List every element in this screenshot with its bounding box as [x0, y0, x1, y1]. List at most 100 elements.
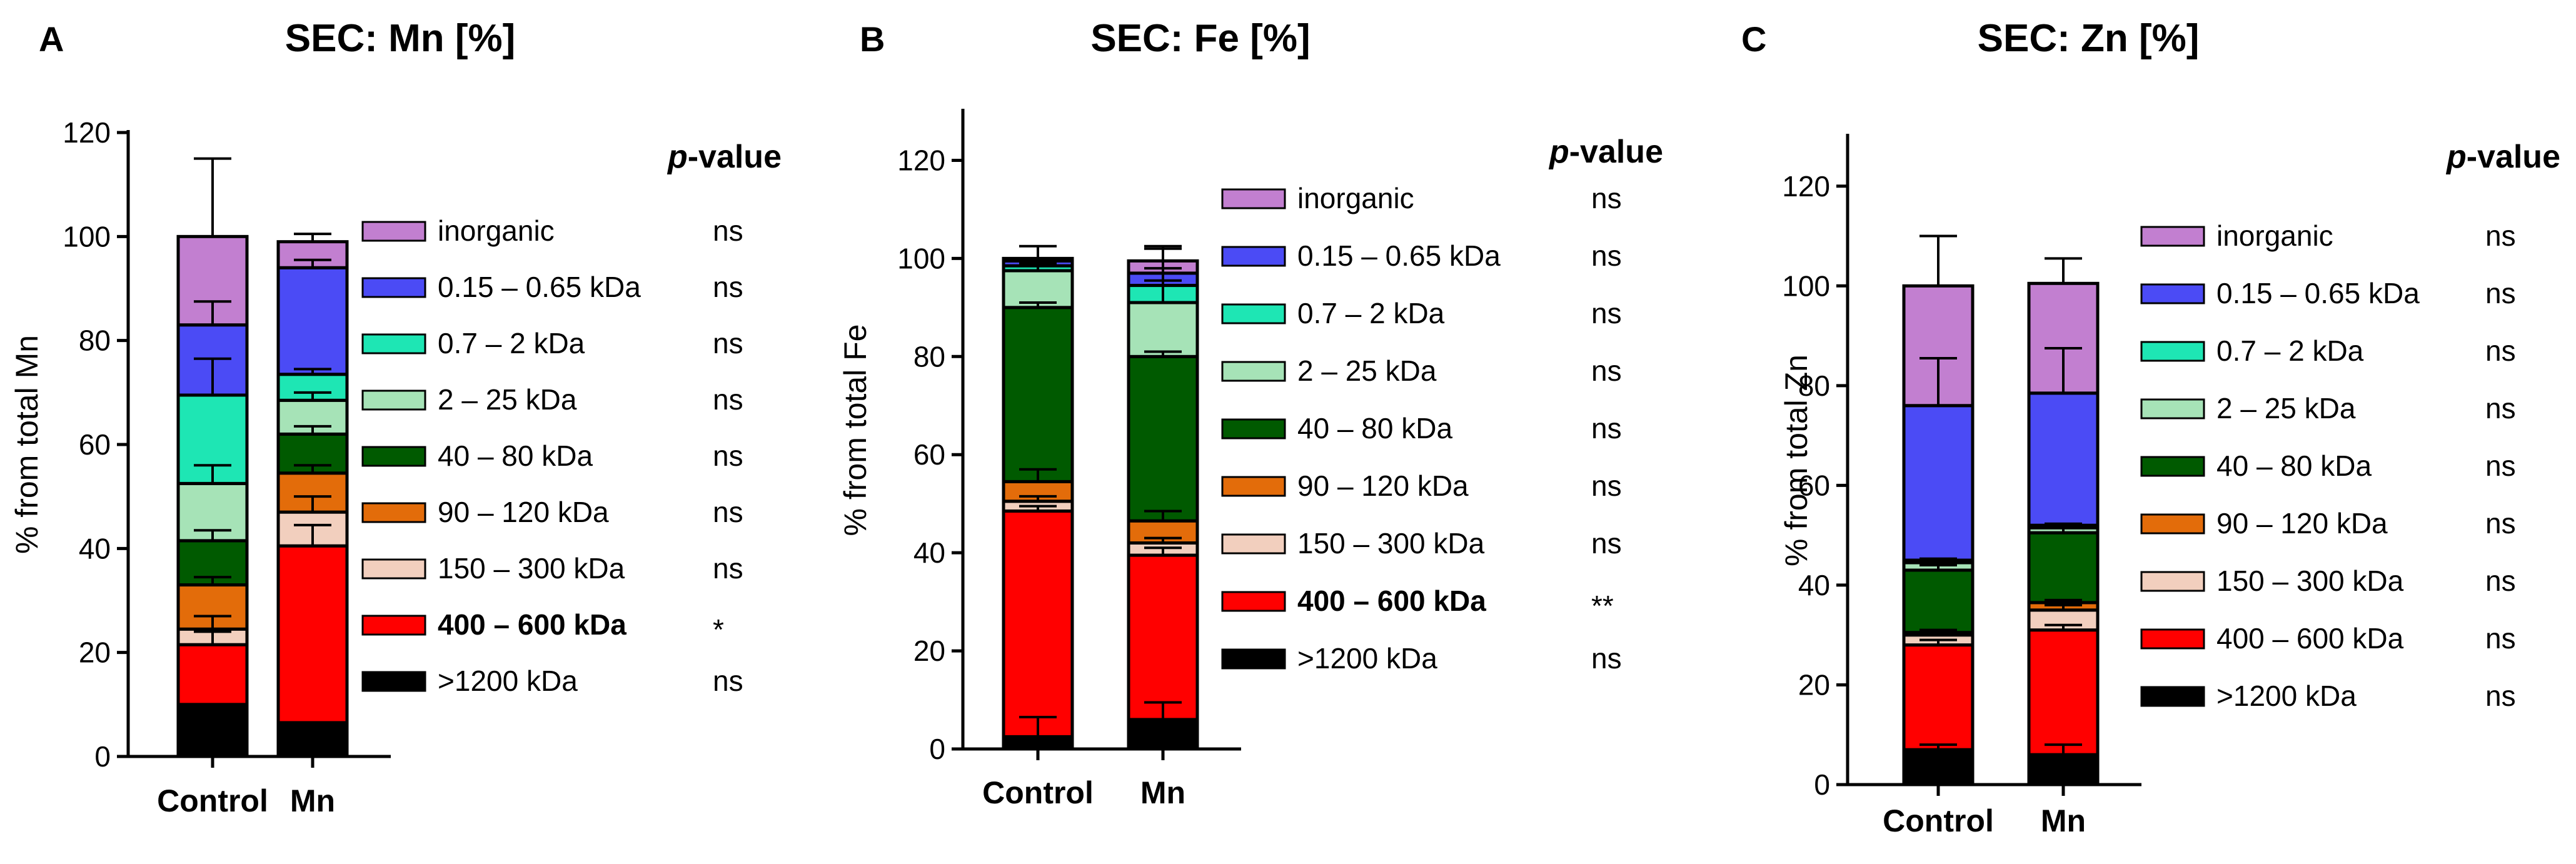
- pvalue-value: **: [1591, 590, 1614, 622]
- legend-label: 40 – 80 kDa: [2216, 450, 2372, 482]
- legend-swatch: [1221, 361, 1286, 382]
- legend-swatch: [2140, 341, 2205, 362]
- y-tick-label: 40: [1798, 569, 1830, 601]
- pvalue-value: ns: [1591, 527, 1622, 560]
- pvalue-header: p-value: [1548, 134, 1663, 170]
- bar-segment: [1902, 643, 1975, 751]
- panel-letter: B: [860, 19, 885, 59]
- legend-swatch: [361, 221, 426, 242]
- x-category-label: Mn: [290, 783, 335, 818]
- y-tick-label: 60: [79, 428, 111, 461]
- pvalue-value: ns: [2485, 622, 2516, 655]
- legend-swatch: [1221, 246, 1286, 267]
- pvalue-header-rest: -value: [688, 139, 782, 175]
- bar-segment: [2027, 628, 2100, 756]
- pvalue-value: ns: [1591, 470, 1622, 502]
- bar-segment: [1002, 306, 1074, 483]
- pvalue-value: ns: [713, 271, 743, 303]
- pvalue-value: ns: [1591, 182, 1622, 214]
- legend-swatch: [361, 502, 426, 523]
- bar-segment: [1902, 568, 1975, 635]
- legend-label: 0.15 – 0.65 kDa: [438, 271, 641, 303]
- legend-swatch: [1221, 476, 1286, 497]
- legend-label: 90 – 120 kDa: [2216, 507, 2388, 540]
- x-category-label: Control: [1883, 803, 1994, 838]
- legend-swatch: [1221, 533, 1286, 555]
- panel-a: A SEC: Mn [%] 0 20 40 60 80 100 120 % from total …: [9, 17, 782, 818]
- bar-segment: [1127, 718, 1199, 751]
- legend-label: inorganic: [438, 214, 555, 247]
- y-tick-label: 20: [79, 636, 111, 669]
- panel-letter: A: [39, 19, 64, 59]
- legend-swatch: [2140, 398, 2205, 419]
- legend-swatch: [361, 558, 426, 580]
- x-category-label: Control: [157, 783, 268, 818]
- pvalue-header-rest: -value: [1569, 134, 1663, 170]
- pvalue-header-rest: -value: [2467, 139, 2560, 175]
- legend-swatch: [2140, 686, 2205, 707]
- y-tick-label: 80: [79, 324, 111, 357]
- legend-swatch: [361, 615, 426, 636]
- pvalue-value: ns: [713, 383, 743, 416]
- pvalue-value: ns: [1591, 354, 1622, 387]
- legend-swatch: [1221, 591, 1286, 612]
- legend-label: 150 – 300 kDa: [2216, 565, 2404, 597]
- pvalue-value: ns: [2485, 392, 2516, 424]
- pvalue-value: ns: [2485, 334, 2516, 367]
- bar-segment: [1127, 553, 1199, 721]
- y-tick-label: 100: [1782, 269, 1830, 302]
- x-category-label: Mn: [1140, 775, 1185, 810]
- legend-label: 2 – 25 kDa: [2216, 392, 2356, 424]
- panel-c: C SEC: Zn [%] 0 20 40 60 80 100 120 % from total …: [1741, 17, 2560, 838]
- pvalue-value: ns: [713, 327, 743, 359]
- y-tick-label: 40: [79, 532, 111, 565]
- bar-segment: [2027, 753, 2100, 786]
- pvalue-value: ns: [2485, 565, 2516, 597]
- legend-swatch: [361, 446, 426, 467]
- bar-segment: [276, 266, 349, 376]
- pvalue-value: ns: [1591, 412, 1622, 445]
- pvalue-value: ns: [713, 665, 743, 697]
- bar-segment: [1902, 748, 1975, 786]
- legend-swatch: [361, 389, 426, 411]
- legend-label: >1200 kDa: [1297, 642, 1437, 675]
- y-tick-label: 20: [1798, 668, 1830, 701]
- bar-segment: [176, 703, 249, 758]
- bar-segment: [1127, 354, 1199, 523]
- legend-label: 400 – 600 kDa: [438, 608, 626, 641]
- pvalue-value: ns: [1591, 297, 1622, 329]
- pvalue-header-p: p: [2445, 139, 2467, 175]
- pvalue-value: ns: [1591, 239, 1622, 272]
- pvalue-header: p-value: [667, 139, 782, 175]
- pvalue-header: p-value: [2445, 139, 2560, 175]
- bar-segment: [2027, 531, 2100, 605]
- pvalue-value: ns: [2485, 450, 2516, 482]
- bar-segment: [276, 544, 349, 725]
- pvalue-value: ns: [2485, 219, 2516, 252]
- chart-title: SEC: Mn [%]: [285, 17, 516, 60]
- bar-segment: [276, 721, 349, 758]
- legend-label: 150 – 300 kDa: [1297, 527, 1485, 560]
- x-category-label: Control: [982, 775, 1094, 810]
- y-axis-label: % from total Mn: [9, 335, 44, 554]
- pvalue-value: ns: [713, 496, 743, 528]
- bar-segment: [2027, 391, 2100, 527]
- y-tick-label: 120: [1782, 170, 1830, 203]
- pvalue-value: ns: [2485, 680, 2516, 712]
- pvalue-value: ns: [1591, 642, 1622, 675]
- y-tick-label: 20: [913, 635, 945, 667]
- legend-label: 0.15 – 0.65 kDa: [1297, 239, 1501, 272]
- legend-swatch: [361, 333, 426, 354]
- y-tick-label: 120: [63, 116, 111, 149]
- legend-label: 90 – 120 kDa: [1297, 470, 1469, 502]
- legend-swatch: [361, 277, 426, 298]
- legend-label: 400 – 600 kDa: [2216, 622, 2404, 655]
- legend-swatch: [2140, 226, 2205, 247]
- legend-label: inorganic: [1297, 182, 1414, 214]
- y-tick-label: 100: [63, 220, 111, 253]
- legend-label: 40 – 80 kDa: [438, 440, 593, 472]
- x-category-label: Mn: [2041, 803, 2086, 838]
- pvalue-value: ns: [2485, 507, 2516, 540]
- legend-label: 0.7 – 2 kDa: [2216, 334, 2364, 367]
- legend-swatch: [361, 671, 426, 692]
